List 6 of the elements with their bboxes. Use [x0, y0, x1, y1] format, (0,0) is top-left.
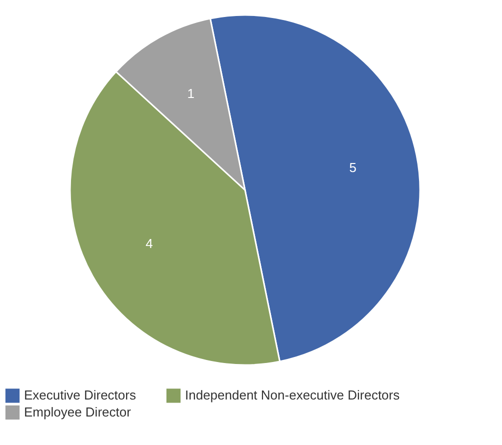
legend-label: Employee Director: [24, 404, 132, 420]
legend-label: Independent Non-executive Directors: [185, 388, 400, 403]
data-label: 1: [187, 86, 195, 102]
data-label: 5: [349, 160, 356, 176]
legend-label: Executive Directors: [24, 388, 136, 403]
data-label: 4: [146, 236, 153, 252]
